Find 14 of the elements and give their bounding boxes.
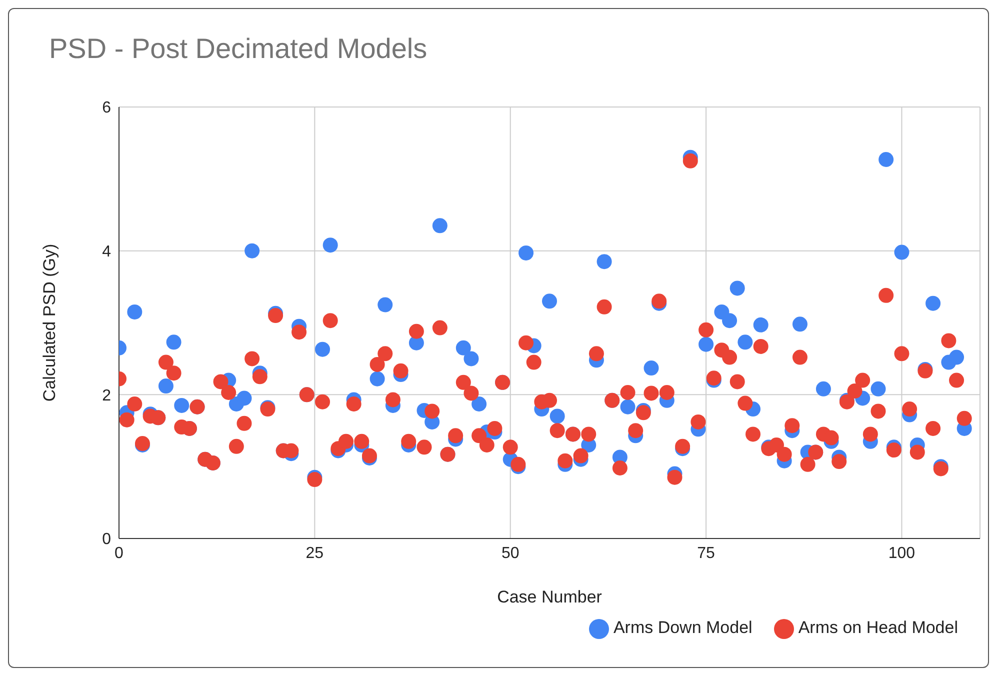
y-tick-label: 0 xyxy=(102,531,112,548)
x-tick-label: 25 xyxy=(306,544,324,562)
y-axis-title: Calculated PSD (Gy) xyxy=(40,244,60,402)
y-tick-label: 2 xyxy=(102,387,112,404)
chart-title: PSD - Post Decimated Models xyxy=(49,33,428,65)
x-tick-label: 100 xyxy=(888,544,916,562)
legend-label: Arms Down Model xyxy=(613,618,752,638)
x-axis-title: Case Number xyxy=(497,588,602,607)
y-tick-label: 6 xyxy=(102,100,112,117)
legend-label: Arms on Head Model xyxy=(798,618,958,638)
x-tick-label: 50 xyxy=(501,544,520,562)
x-tick-label: 75 xyxy=(697,544,716,562)
x-tick-label: 0 xyxy=(114,544,124,562)
y-tick-label: 4 xyxy=(102,244,112,261)
